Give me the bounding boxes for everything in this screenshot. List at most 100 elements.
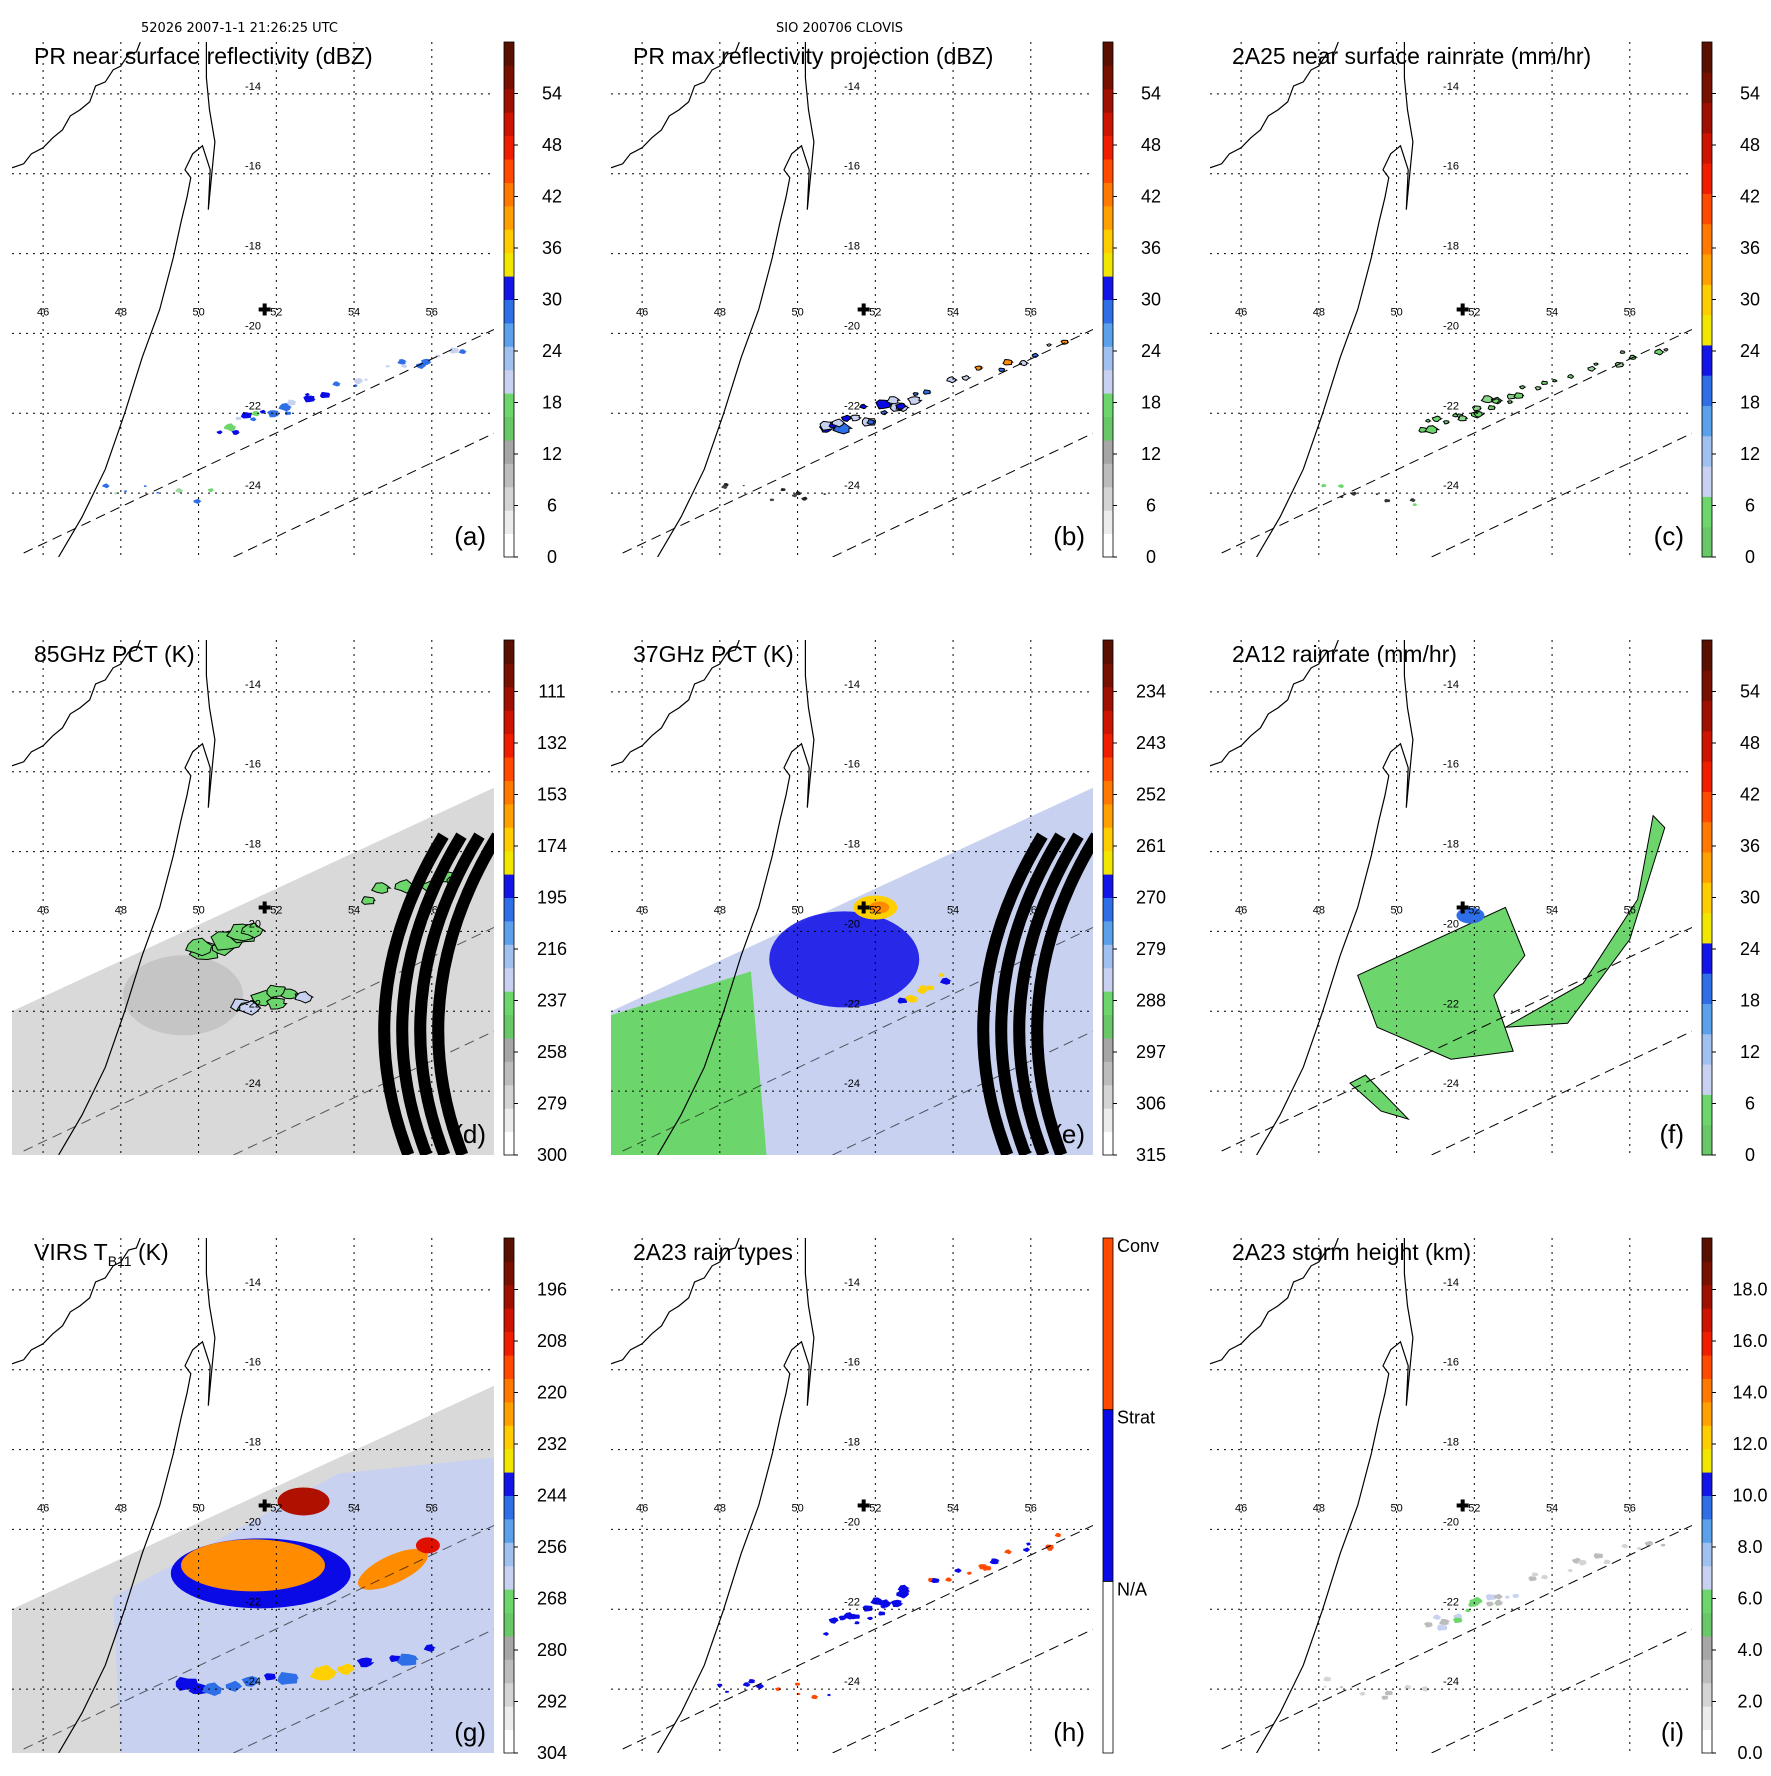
precip-cell [1045,1544,1055,1550]
lon-label: 48 [714,306,726,318]
storm-center-marker [861,1499,866,1512]
precip-cell [360,896,376,905]
panel-e: 46 48 50 52 54 56 -14 -16 -18 -20 -22 -24 37GHz PCT … [611,639,1166,1165]
lat-label: -24 [1443,1676,1459,1688]
colorbar-segment [504,1261,514,1286]
map-area: 46 48 50 52 54 56 -14 -16 -18 -20 -22 -24 [1210,640,1692,1155]
band-core [357,1548,428,1590]
lat-label: -20 [844,320,860,332]
precip-cell [1424,425,1441,435]
colorbar-tick-label: 6 [1745,496,1755,516]
precip-cell [1350,491,1358,496]
lon-label: 56 [1624,306,1636,318]
coastline-east [1256,1238,1414,1753]
colorbar-segment [1103,991,1113,1016]
colorbar-segment [1103,65,1113,90]
lon-label: 56 [1624,904,1636,916]
panel-label: (d) [454,1119,486,1149]
colorbar-segment [1702,1238,1712,1262]
lon-label: 48 [714,1502,726,1514]
colorbar-segment [1103,252,1113,277]
swath-edge-upper [1221,328,1692,554]
colorbar-segment [1702,223,1712,255]
lat-label: -14 [1443,81,1459,93]
lat-label: -24 [245,480,261,492]
precip-cell [840,414,854,423]
precip-cell [1432,1614,1442,1620]
panel-f: 46 48 50 52 54 56 -14 -16 -18 -20 -22 -24 2A12 rainr… [1210,639,1760,1165]
precip-cell [1453,1617,1463,1624]
colorbar-tick-label: 268 [537,1589,567,1609]
swath-edge-lower [1431,1628,1692,1753]
colorbar-segment [504,65,514,90]
scan-artifact-arc [432,832,494,1155]
colorbar-segment [1702,1094,1712,1126]
coastline-east [1256,640,1414,1155]
precip-cell [742,1682,751,1687]
colorbar-segment [1702,1308,1712,1333]
storm-center-marker [1460,303,1465,316]
colorbar-tick-label: 24 [1740,341,1760,361]
precip-cell [1644,1540,1654,1547]
precip-cell [1519,385,1527,390]
colorbar-segment [1103,850,1113,875]
colorbar-category: Strat [1117,1408,1155,1428]
lon-label: 46 [37,904,49,916]
swath-edge-lower [832,1628,1093,1753]
lon-label: 46 [1235,306,1247,318]
coastline-north [611,640,740,767]
colorbar-segment [1103,393,1113,418]
storm-center-marker [861,901,866,914]
precip-cell [747,1679,756,1684]
lon-label: 48 [115,306,127,318]
colorbar-segment [1702,1518,1712,1543]
lon-label: 52 [270,306,282,318]
colorbar-segment [504,1037,514,1062]
precip-cell [332,381,341,387]
precip-cell [1485,1601,1495,1607]
colorbar-segment [1103,112,1113,137]
precip-cell [866,419,876,425]
precip-cell [1457,415,1469,422]
precip-cell [1534,386,1543,391]
lon-label: 48 [115,1502,127,1514]
panel-i: 46 48 50 52 54 56 -14 -16 -18 -20 -22 -24 2A23 storm… [1210,1237,1768,1763]
panel-label: (g) [454,1717,486,1747]
precip-cell [1404,1685,1412,1690]
colorbar-segment [504,897,514,922]
precip-cell [769,498,775,502]
precip-cell [827,1693,831,1697]
precip-cell [823,493,827,495]
lon-label: 52 [270,904,282,916]
cold-top [277,1487,330,1516]
colorbar-segment [1702,1284,1712,1309]
colorbar-segment [1103,276,1113,300]
precip-cell [1494,1593,1503,1600]
precip-cell [263,1673,277,1681]
precip-cell [1437,1624,1448,1631]
colorbar-tick-label: 261 [1136,836,1166,856]
lat-label: -16 [844,759,860,771]
precip-cell [974,365,984,371]
colorbar-segment [504,1612,514,1637]
precip-cell [896,1589,910,1599]
colorbar-tick-label: 258 [537,1042,567,1062]
coastline-north [1210,1238,1339,1365]
precip-cell [303,395,316,403]
colorbar-segment [504,686,514,711]
colorbar-tick-label: 30 [1740,888,1760,908]
colorbar-tick-label: 12 [542,444,562,464]
colorbar-segment [504,42,514,66]
panel-label: (b) [1053,521,1085,551]
precip-cell [794,1682,801,1686]
colorbar-tick-label: 304 [537,1743,567,1763]
colorbar-segment [1103,1061,1113,1086]
storm-center-marker [262,1499,267,1512]
precip-cell [277,1672,299,1685]
colorbar-segment [504,1682,514,1707]
coastline-east [58,640,216,1155]
colorbar-segment [504,510,514,535]
precip-cell [721,484,728,490]
colorbar-segment [1702,1495,1712,1520]
